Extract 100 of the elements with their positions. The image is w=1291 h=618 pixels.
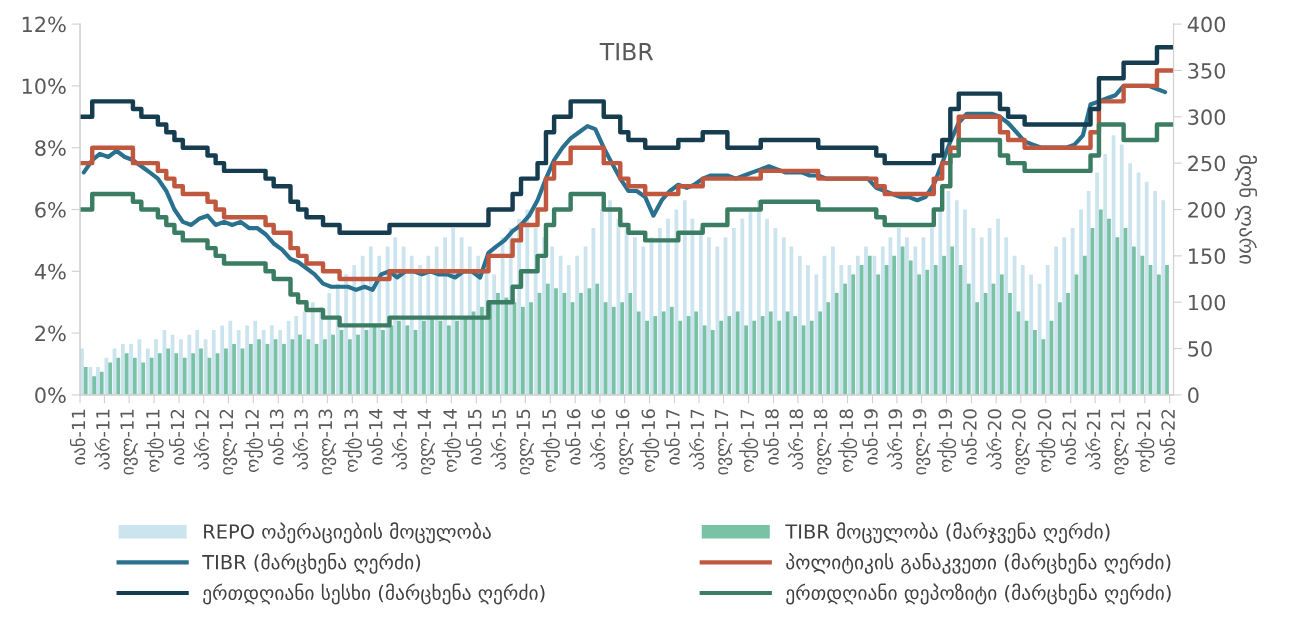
x-tick-label: ივლ-20 [1012,409,1030,475]
bar [727,316,732,395]
y2-axis-title: მლნ ლარი [1234,155,1258,264]
legend-label: REPO ოპერაციების მოცულობა [204,522,491,544]
bar [781,237,786,395]
bar [913,246,918,395]
x-tick-label: ოქტ-15 [540,409,560,472]
y2-tick-label: 300 [1188,109,1226,126]
bar [232,343,236,395]
bar [397,320,401,395]
legend-label: TIBR (მარცხენა ღერძი) [202,552,421,574]
y-tick-label: 2% [35,325,66,342]
bar [999,274,1004,395]
bar [732,228,736,395]
bar [496,292,500,395]
bar [1156,274,1161,395]
bar [694,311,699,395]
bar [257,339,261,395]
x-tick-label: ივლ-19 [912,409,931,475]
x-tick-label: აპრ-16 [589,409,606,470]
x-tick-label: იან-19 [862,409,878,465]
y2-tick-label: 250 [1188,155,1226,172]
bar [157,353,162,395]
bar [145,348,150,395]
bar [942,255,946,395]
bar [306,339,311,395]
bar [880,246,885,395]
x-tick-label: აპრ-20 [986,409,1002,470]
bar [1062,237,1067,395]
bar [971,228,976,395]
bar [666,218,670,395]
bar [352,265,357,395]
bar [220,325,225,395]
legend-label: ერთდღიანი სესხი (მარცხენა ღერძი) [203,583,545,605]
y-tick-label: 4% [34,263,66,280]
bar [533,228,538,395]
bar [1095,172,1099,395]
x-tick-label: ოქტ-11 [144,409,164,472]
bar [608,200,612,395]
bar [1029,274,1034,395]
bar [467,246,472,395]
bar [245,325,249,395]
bar [1082,255,1087,395]
x-tick-label: ივლ-12 [219,409,238,475]
bar [876,274,881,395]
x-tick-label: აპრ-12 [193,409,209,470]
bar [575,255,580,395]
bar [347,339,352,395]
bar [525,209,530,395]
bar [141,362,146,395]
bar [327,292,332,395]
bar [1045,265,1050,395]
bar [958,265,963,395]
bar [669,306,674,395]
bar [545,283,550,395]
bar [249,343,253,395]
legend-label: TIBR მოცულობა (მარჯვენა ღერძი) [785,522,1110,544]
bar [92,376,97,395]
bar [603,302,608,395]
bar [1041,339,1046,395]
bar [542,237,546,395]
bar [657,228,662,395]
bar [356,334,360,395]
bar [331,334,335,395]
bar [558,255,563,395]
bar [1066,292,1070,395]
y-tick-label: 6% [35,201,66,218]
bar [855,255,860,395]
bar [620,302,625,395]
bar [740,218,745,395]
bar [132,357,137,395]
bar [1103,153,1108,395]
bar [298,334,302,395]
bar [867,255,872,395]
bar [735,311,740,395]
bar [628,292,633,395]
bar [83,367,88,395]
x-tick-label: იან-21 [1060,409,1076,465]
bar [678,320,683,395]
x-tick-label: აპრ-21 [1085,409,1101,470]
x-tick-label: ივლ-14 [417,409,436,475]
bar [661,311,666,395]
y2-tick-label: 200 [1188,201,1226,218]
bar [707,237,711,395]
bar [859,265,864,395]
bar [1144,181,1149,395]
bar [492,274,497,395]
bar [908,260,913,395]
y2-tick-label: 350 [1188,62,1226,79]
bar [480,306,484,395]
bar [826,302,831,395]
bar [966,283,971,395]
x-tick-label: ოქტ-18 [837,409,858,472]
bar [587,288,592,395]
x-tick-label: ივლ-18 [813,409,832,475]
bar [278,330,283,395]
bar [793,316,798,395]
x-tick-label: ოქტ-20 [1036,409,1056,472]
bar [529,302,533,395]
bar [224,348,228,395]
